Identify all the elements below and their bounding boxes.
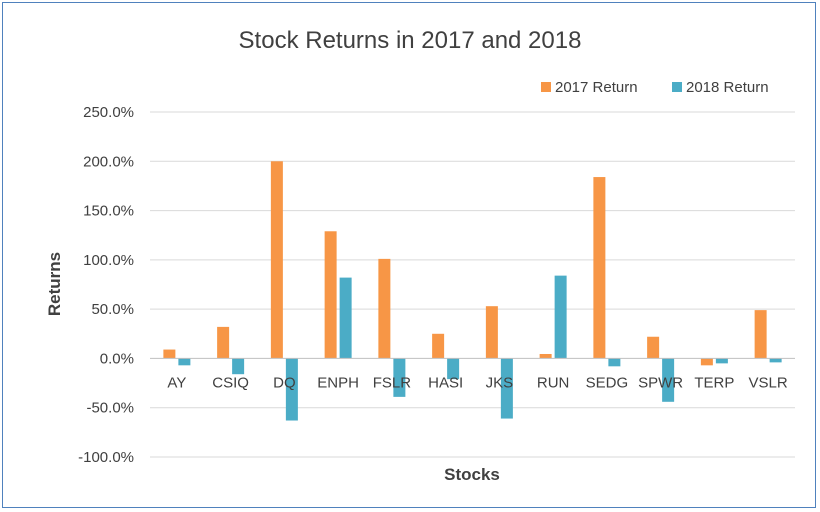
legend-swatch [541, 82, 551, 92]
y-tick-label: 100.0% [83, 252, 134, 269]
y-tick-label: 200.0% [83, 153, 134, 170]
bar-ay-2018 [178, 358, 191, 366]
bar-vslr-2017 [754, 310, 767, 359]
y-tick-label: -100.0% [78, 449, 134, 466]
category-label: RUN [537, 374, 570, 391]
bar-dq-2018 [285, 358, 298, 421]
y-tick-label: 0.0% [100, 350, 134, 367]
y-tick-label: 50.0% [91, 301, 134, 318]
bar-spwr-2017 [647, 336, 660, 359]
bar-sedg-2017 [593, 177, 606, 359]
bar-ay-2017 [163, 349, 176, 359]
bar-spwr-2018 [662, 358, 675, 402]
legend: 2017 Return 2018 Return [541, 79, 769, 96]
bar-csiq-2017 [217, 326, 230, 359]
category-label: VSLR [749, 374, 788, 391]
bar-terp-2017 [700, 358, 713, 366]
category-label: JKS [486, 374, 514, 391]
bar-hasi-2017 [432, 333, 445, 359]
bar-fslr-2017 [378, 258, 391, 359]
bars [163, 161, 782, 421]
x-axis-label: Stocks [444, 465, 500, 484]
bar-terp-2018 [715, 358, 728, 364]
category-labels: AY CSIQ DQ ENPH FSLR HASI JKS RUN SEDG SPWR TERP VS… [167, 374, 787, 391]
legend-label: 2017 Return [555, 79, 638, 96]
bar-jks-2018 [500, 358, 513, 419]
bar-run-2018 [554, 275, 567, 359]
gridlines [150, 111, 795, 458]
category-label: AY [167, 374, 186, 391]
bar-fslr-2018 [393, 358, 406, 397]
category-label: SPWR [638, 374, 683, 391]
y-tick-label: 250.0% [83, 104, 134, 121]
category-label: DQ [273, 374, 296, 391]
bar-dq-2017 [270, 161, 283, 359]
y-tick-label: 150.0% [83, 203, 134, 220]
y-tick-labels: -100.0% -50.0% 0.0% 50.0% 100.0% 150.0% 200.0%… [78, 104, 134, 466]
category-label: ENPH [317, 374, 359, 391]
category-label: HASI [428, 374, 463, 391]
y-tick-label: -50.0% [86, 400, 134, 417]
bar-hasi-2018 [447, 358, 460, 380]
chart-title: Stock Returns in 2017 and 2018 [239, 27, 582, 54]
category-label: FSLR [373, 374, 412, 391]
bar-csiq-2018 [232, 358, 245, 375]
bar-enph-2018 [339, 277, 352, 359]
category-label: SEDG [586, 374, 629, 391]
bar-jks-2017 [485, 306, 498, 359]
bar-vslr-2018 [769, 358, 782, 363]
legend-swatch [672, 82, 682, 92]
y-axis-label: Returns [45, 252, 64, 316]
bar-enph-2017 [324, 231, 337, 359]
category-label: CSIQ [212, 374, 249, 391]
bar-sedg-2018 [608, 358, 621, 367]
legend-label: 2018 Return [686, 79, 769, 96]
bar-run-2017 [539, 353, 552, 359]
category-label: TERP [694, 374, 734, 391]
